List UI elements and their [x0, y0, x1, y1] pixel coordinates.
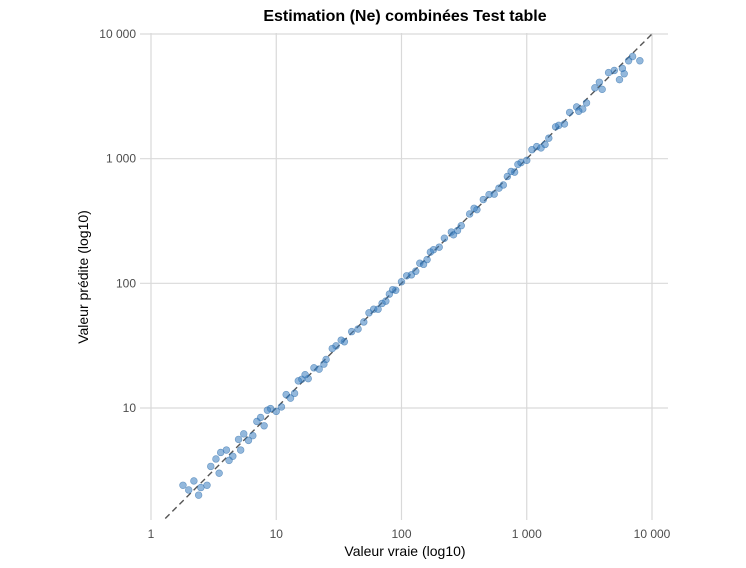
- data-point: [212, 455, 220, 463]
- data-point: [419, 260, 428, 269]
- data-point: [256, 413, 265, 422]
- data-point: [374, 305, 382, 313]
- data-point: [470, 204, 478, 212]
- data-point: [523, 156, 531, 165]
- data-point: [354, 325, 362, 333]
- data-point: [499, 181, 508, 189]
- data-point: [179, 481, 187, 489]
- y-tick-label: 1 000: [106, 152, 136, 166]
- data-point: [234, 435, 243, 444]
- data-point: [479, 195, 488, 204]
- data-point: [194, 491, 203, 499]
- data-point: [402, 272, 411, 280]
- y-tick-label: 100: [116, 276, 136, 290]
- data-point: [565, 108, 574, 117]
- data-point: [465, 210, 474, 218]
- data-point: [426, 248, 435, 256]
- x-tick-label: 100: [391, 527, 411, 541]
- data-point: [260, 422, 268, 430]
- data-point: [197, 483, 205, 492]
- data-point: [507, 167, 515, 176]
- data-point: [636, 57, 644, 65]
- data-point: [382, 297, 390, 305]
- data-point: [388, 285, 397, 294]
- data-point: [286, 394, 295, 402]
- data-point: [240, 430, 248, 438]
- data-point: [294, 377, 303, 385]
- y-tick-label: 10 000: [99, 27, 136, 41]
- y-tick-label: 10: [123, 401, 137, 415]
- data-point: [514, 160, 522, 169]
- data-point: [216, 448, 225, 457]
- data-point: [263, 406, 272, 414]
- data-point: [365, 309, 373, 317]
- data-point: [560, 120, 569, 128]
- y-axis-title: Valeur prédite (log10): [75, 210, 91, 344]
- data-point: [185, 486, 193, 494]
- data-point: [412, 267, 420, 275]
- data-point: [225, 456, 233, 465]
- x-tick-label: 1: [148, 527, 155, 541]
- data-point: [190, 477, 198, 485]
- data-points: [179, 52, 644, 499]
- data-point: [528, 146, 536, 154]
- data-point: [360, 318, 368, 326]
- data-point: [435, 243, 443, 251]
- data-point: [315, 365, 323, 373]
- data-point: [290, 389, 299, 398]
- data-point: [591, 84, 599, 92]
- data-point: [624, 57, 633, 65]
- data-point: [440, 234, 449, 242]
- data-point: [615, 75, 624, 84]
- data-point: [503, 172, 512, 181]
- x-tick-label: 10: [270, 527, 284, 541]
- data-point: [457, 221, 465, 230]
- data-point: [604, 68, 613, 77]
- data-point: [582, 99, 591, 107]
- data-point: [328, 344, 336, 353]
- x-axis-title: Valeur vraie (log10): [344, 543, 465, 559]
- data-point: [598, 85, 606, 94]
- grid: [140, 33, 668, 520]
- data-point: [449, 231, 458, 239]
- data-point: [337, 336, 345, 344]
- data-point: [545, 134, 553, 142]
- data-point: [244, 436, 253, 445]
- data-point: [249, 431, 257, 440]
- tick-labels: 1 10 100 1 000 10 000 10 100 1 000 10 000: [99, 27, 670, 541]
- data-point: [618, 64, 627, 73]
- data-point: [215, 469, 223, 477]
- data-point: [236, 446, 245, 454]
- data-point: [551, 123, 560, 131]
- x-tick-label: 1 000: [512, 527, 542, 541]
- data-point: [397, 278, 406, 286]
- data-point: [272, 407, 280, 416]
- data-point: [575, 107, 583, 115]
- data-point: [320, 360, 328, 368]
- x-tick-label: 10 000: [634, 527, 671, 541]
- data-point: [277, 403, 286, 411]
- chart-title: Estimation (Ne) combinées Test table: [263, 8, 546, 25]
- data-point: [490, 190, 498, 198]
- data-point: [203, 481, 211, 489]
- data-point: [347, 327, 356, 336]
- data-point: [537, 144, 545, 152]
- data-point: [595, 78, 604, 86]
- data-point: [301, 370, 309, 379]
- data-point: [207, 462, 215, 471]
